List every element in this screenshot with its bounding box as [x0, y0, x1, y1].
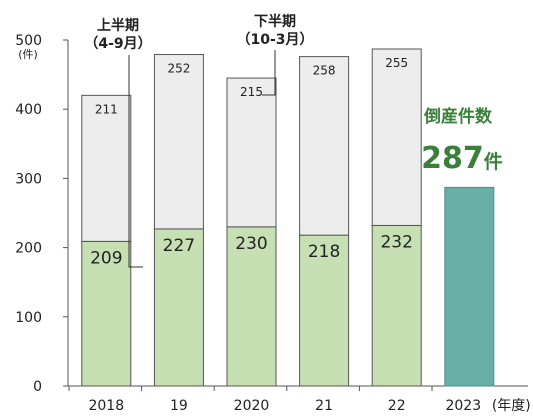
bar-second-half-label: 258: [313, 64, 336, 78]
y-tick-label: 300: [15, 171, 42, 187]
second-half-label-line2: （10-3月）: [236, 32, 313, 48]
annotations: 上半期 （4-9月） 下半期 （10-3月） 倒産件数 287件: [84, 13, 503, 268]
bar-second-half: [226, 77, 277, 228]
bar-second-half: [81, 94, 132, 242]
second-half-leader-line: [262, 50, 276, 96]
bar-second-half: [299, 56, 350, 236]
first-half-label-line2: （4-9月）: [84, 36, 151, 52]
first-half-label-line1: 上半期: [97, 17, 139, 34]
bar-first-half: [371, 224, 422, 387]
bar-first-half-label: 218: [308, 242, 340, 262]
y-tick-label: 100: [15, 310, 42, 326]
x-unit-label: (年度): [492, 398, 531, 414]
highlight-unit: 件: [484, 150, 503, 173]
x-tick-label: 2023: [445, 398, 481, 414]
y-tick-label: 500: [15, 33, 42, 49]
y-tick-label: 200: [15, 241, 42, 257]
x-tick-label: 2020: [234, 398, 270, 414]
y-tick-label: 0: [33, 379, 42, 395]
axes: 0 100 200 300 400 500(件) 2018 19 2020 21 22 2023 (年度…: [15, 33, 531, 414]
bar-second-half-label: 252: [167, 62, 190, 76]
y-unit-label: (件): [18, 48, 38, 61]
bar-first-half: [153, 228, 204, 387]
bar-labels: 209 211 227 252 230 215 218 258 232 255: [90, 56, 413, 268]
x-tick-label: 22: [388, 398, 406, 414]
bar-second-half-label: 211: [95, 102, 118, 116]
bar-first-half: [81, 240, 132, 387]
bar-first-half-label: 230: [235, 234, 267, 254]
bar-second-half-label: 215: [240, 85, 263, 99]
bar-first-half-label: 232: [380, 232, 412, 252]
highlight-value: 287件: [421, 141, 503, 176]
highlight-title: 倒産件数: [423, 106, 493, 127]
bar-first-half-label: 227: [163, 236, 195, 256]
x-tick-label: 2018: [88, 398, 124, 414]
bar-first-half: [299, 234, 350, 387]
bar-second-half-label: 255: [385, 56, 408, 70]
first-half-leader-line: [128, 55, 143, 268]
bar-second-half: [153, 54, 204, 230]
bar-second-half: [371, 48, 422, 226]
bar-first-half: [226, 226, 277, 387]
x-tick-label: 19: [170, 398, 188, 414]
x-tick-label: 21: [315, 398, 333, 414]
bars: [81, 48, 495, 387]
y-tick-label: 400: [15, 102, 42, 118]
second-half-label-line1: 下半期: [254, 13, 296, 30]
bar-highlight: [444, 186, 495, 387]
bar-first-half-label: 209: [90, 248, 122, 268]
highlight-number: 287: [421, 141, 484, 176]
